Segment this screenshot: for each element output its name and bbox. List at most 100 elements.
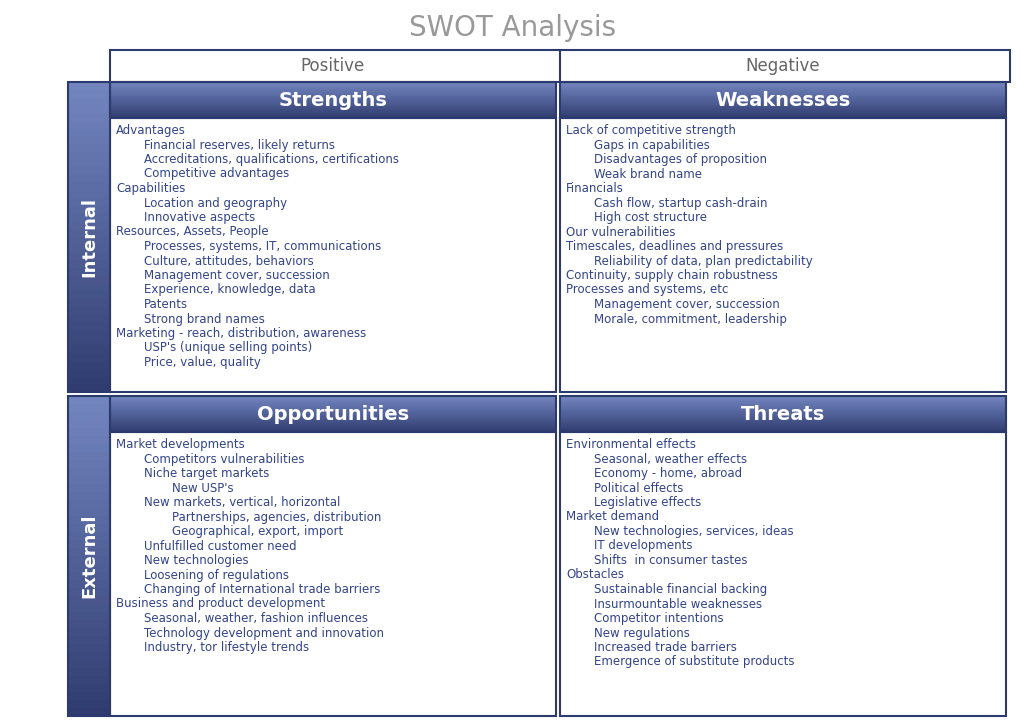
Text: Accreditations, qualifications, certifications: Accreditations, qualifications, certific… — [144, 153, 400, 166]
Bar — [110, 82, 556, 83]
Text: Strong brand names: Strong brand names — [144, 313, 265, 326]
Bar — [68, 452, 110, 460]
Bar — [560, 84, 1006, 85]
Bar — [110, 400, 556, 401]
Bar — [68, 572, 110, 580]
Bar — [560, 411, 1006, 412]
Bar — [68, 128, 110, 136]
Bar — [560, 403, 1006, 404]
Bar — [560, 118, 1006, 392]
Text: USP's (unique selling points): USP's (unique selling points) — [144, 342, 312, 355]
Bar — [68, 291, 110, 299]
Bar — [560, 100, 1006, 101]
Text: Geographical, export, import: Geographical, export, import — [172, 525, 343, 538]
Bar — [68, 237, 110, 245]
Bar — [560, 93, 1006, 95]
Bar — [110, 425, 556, 426]
Bar — [560, 414, 1006, 415]
Bar — [560, 99, 1006, 100]
Text: Competitor intentions: Competitor intentions — [594, 612, 724, 625]
Bar — [560, 430, 1006, 431]
Text: Weak brand name: Weak brand name — [594, 167, 702, 180]
Bar — [68, 276, 110, 284]
Bar — [560, 426, 1006, 427]
Bar — [110, 423, 556, 424]
Bar — [68, 580, 110, 588]
Bar — [68, 412, 110, 420]
Bar — [110, 82, 556, 118]
Bar — [68, 167, 110, 175]
Text: Competitors vulnerabilities: Competitors vulnerabilities — [144, 452, 304, 466]
Bar — [110, 95, 556, 96]
Text: Weaknesses: Weaknesses — [716, 90, 850, 109]
Bar — [560, 107, 1006, 108]
Bar — [560, 396, 1006, 397]
Bar — [560, 422, 1006, 423]
Bar — [110, 84, 556, 85]
Bar — [560, 113, 1006, 114]
Text: Processes and systems, etc: Processes and systems, etc — [566, 284, 728, 297]
Bar — [110, 117, 556, 118]
Bar — [110, 422, 556, 423]
Bar — [560, 427, 1006, 429]
Bar — [110, 399, 556, 400]
Bar — [110, 413, 556, 414]
Text: New technologies, services, ideas: New technologies, services, ideas — [594, 525, 794, 538]
Bar — [110, 92, 556, 93]
Text: Reliability of data, plan predictability: Reliability of data, plan predictability — [594, 255, 812, 267]
Bar — [68, 284, 110, 291]
Bar — [68, 353, 110, 361]
Bar — [110, 429, 556, 430]
Bar — [110, 111, 556, 113]
Bar — [560, 86, 1006, 88]
Text: Cash flow, startup cash-drain: Cash flow, startup cash-drain — [594, 196, 767, 209]
Bar — [68, 492, 110, 500]
Bar — [68, 144, 110, 152]
Bar — [110, 104, 556, 106]
Bar — [560, 82, 1006, 83]
Text: Processes, systems, IT, communications: Processes, systems, IT, communications — [144, 240, 381, 253]
Bar — [68, 159, 110, 167]
Bar — [560, 415, 1006, 416]
Bar — [68, 345, 110, 353]
Bar — [68, 90, 110, 98]
Bar — [110, 106, 556, 107]
Bar — [110, 86, 556, 88]
Bar — [560, 90, 1006, 91]
Bar — [68, 524, 110, 532]
Bar — [110, 397, 556, 399]
Bar — [560, 111, 1006, 113]
Bar — [68, 548, 110, 556]
Bar — [110, 417, 556, 418]
Text: Innovative aspects: Innovative aspects — [144, 211, 256, 224]
Bar — [110, 424, 556, 425]
Bar — [560, 85, 1006, 86]
Text: Sustainable financial backing: Sustainable financial backing — [594, 583, 767, 596]
Bar — [560, 396, 1006, 432]
Bar — [68, 322, 110, 330]
Bar — [68, 460, 110, 468]
Bar — [110, 430, 556, 431]
Text: Environmental effects: Environmental effects — [566, 438, 696, 451]
Text: SWOT Analysis: SWOT Analysis — [410, 14, 616, 42]
Bar — [560, 429, 1006, 430]
Bar — [110, 93, 556, 95]
Text: Continuity, supply chain robustness: Continuity, supply chain robustness — [566, 269, 777, 282]
Text: New markets, vertical, horizontal: New markets, vertical, horizontal — [144, 496, 340, 509]
Bar — [560, 424, 1006, 425]
Bar — [68, 361, 110, 369]
Bar — [110, 396, 556, 432]
Bar — [560, 116, 1006, 117]
Bar — [68, 588, 110, 596]
Text: Unfulfilled customer need: Unfulfilled customer need — [144, 539, 297, 552]
Bar — [110, 103, 556, 104]
Bar — [560, 412, 1006, 413]
Bar — [110, 406, 556, 407]
Bar — [560, 419, 1006, 421]
Bar — [68, 708, 110, 716]
Bar — [110, 97, 556, 98]
Bar — [68, 676, 110, 684]
Bar — [110, 88, 556, 89]
Bar — [110, 410, 556, 411]
Bar — [560, 400, 1006, 401]
